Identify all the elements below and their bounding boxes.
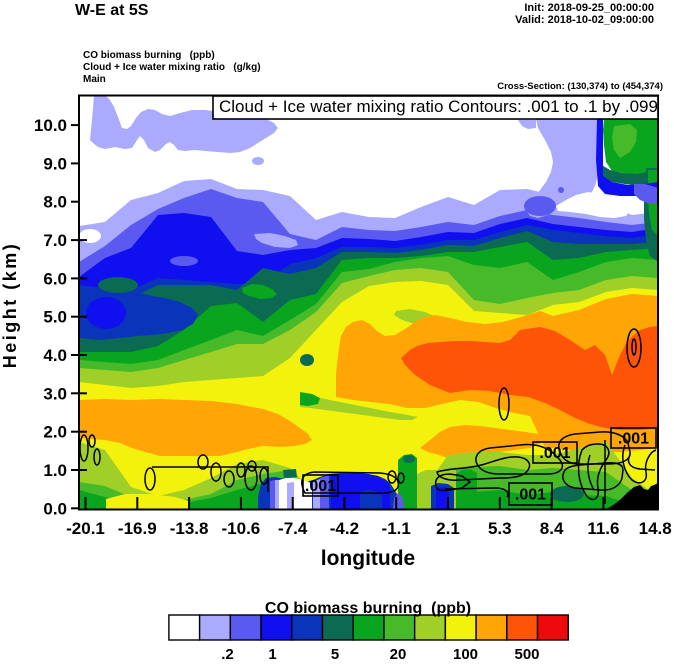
svg-text:-13.8: -13.8: [170, 519, 209, 538]
svg-text:20: 20: [390, 646, 407, 663]
svg-text:-4.2: -4.2: [330, 519, 359, 538]
svg-text:2.0: 2.0: [43, 423, 67, 442]
svg-text:-1.1: -1.1: [382, 519, 411, 538]
svg-text:Cloud + Ice water mixing ratio: Cloud + Ice water mixing ratio (g/kg): [83, 62, 261, 73]
svg-text:10.0: 10.0: [34, 116, 67, 135]
svg-text:.001: .001: [618, 431, 649, 448]
svg-text:CO biomass burning (ppb): CO biomass burning (ppb): [83, 50, 215, 61]
svg-text:14.8: 14.8: [639, 519, 672, 538]
svg-text:Cross-Section: (130,374) to (4: Cross-Section: (130,374) to (454,374): [497, 81, 663, 92]
svg-text:0.0: 0.0: [43, 499, 67, 518]
svg-text:Cloud + Ice water mixing ratio: Cloud + Ice water mixing ratio Contours:…: [219, 97, 658, 116]
svg-text:longitude: longitude: [321, 547, 415, 570]
svg-text:100: 100: [453, 646, 478, 663]
svg-text:W-E at 5S: W-E at 5S: [75, 2, 149, 19]
svg-text:11.6: 11.6: [587, 519, 619, 538]
svg-text:CO biomass burning (ppb): CO biomass burning (ppb): [265, 600, 471, 617]
svg-text:5: 5: [331, 646, 339, 663]
svg-text:Init: 2018-09-25_00:00:00: Init: 2018-09-25_00:00:00: [524, 2, 654, 14]
svg-text:9.0: 9.0: [43, 154, 67, 173]
svg-text:8.0: 8.0: [43, 193, 67, 212]
svg-text:1: 1: [268, 646, 276, 663]
svg-text:-7.4: -7.4: [278, 519, 308, 538]
svg-text:3.0: 3.0: [43, 384, 67, 403]
svg-text:-16.9: -16.9: [118, 519, 157, 538]
svg-text:5.0: 5.0: [43, 308, 67, 327]
svg-text:500: 500: [514, 646, 539, 663]
svg-text:Valid: 2018-10-02_09:00:00: Valid: 2018-10-02_09:00:00: [515, 14, 654, 26]
svg-text:Height (km): Height (km): [0, 242, 20, 369]
svg-text:-10.6: -10.6: [222, 519, 261, 538]
svg-text:.001: .001: [305, 478, 336, 495]
svg-text:4.0: 4.0: [43, 346, 67, 365]
svg-text:7.0: 7.0: [43, 231, 67, 250]
svg-text:-20.1: -20.1: [66, 519, 105, 538]
svg-text:6.0: 6.0: [43, 269, 67, 288]
svg-text:Main: Main: [83, 74, 106, 85]
svg-text:8.4: 8.4: [540, 519, 564, 538]
svg-text:2.1: 2.1: [436, 519, 460, 538]
svg-text:.001: .001: [539, 445, 570, 462]
svg-text:5.3: 5.3: [488, 519, 512, 538]
svg-text:.001: .001: [515, 487, 546, 504]
svg-text:.2: .2: [221, 646, 234, 663]
svg-text:1.0: 1.0: [43, 461, 67, 480]
